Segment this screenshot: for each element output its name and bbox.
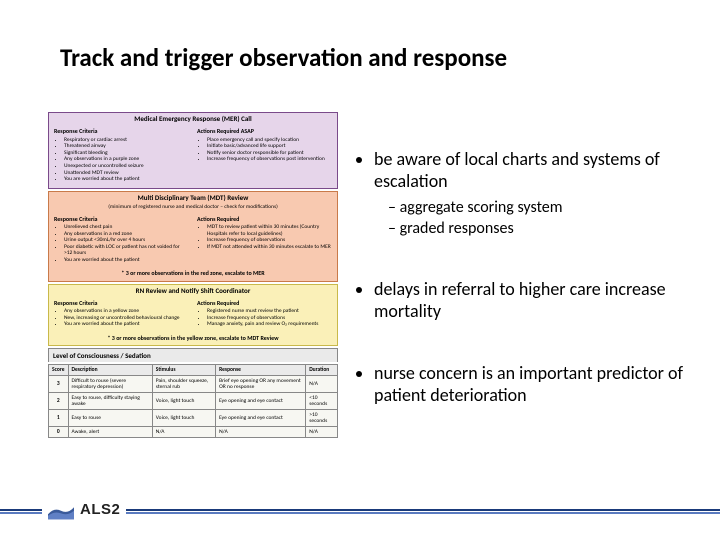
wave-icon [48,498,74,520]
list-item: Any observations in a red zone [64,231,189,238]
table-cell: 0 [49,427,69,438]
list-item: Any observations in a purple zone [64,156,189,163]
mdt-right-title: Actions Required [197,216,332,223]
table-cell: Pain, shoulder squeeze, sternal rub [152,376,215,393]
mer-left-title: Response Criteria [54,128,189,135]
list-item: Significant bleeding [64,150,189,157]
table-cell: 3 [49,376,69,393]
list-item: New, increasing or uncontrolled behaviou… [64,315,189,322]
bullet-text: be aware of local charts and systems of … [374,148,660,192]
list-item: Initiate basic/advanced life support [207,143,332,150]
loc-title: Level of Consciousness / Sedation [48,348,338,362]
rn-card: RN Review and Notify Shift Coordinator R… [48,284,338,347]
list-item: Registered nurse must review the patient [207,308,332,315]
rn-right-title: Actions Required [197,300,332,307]
mdt-header: Multi Disciplinary Team (MDT) Review [49,192,337,204]
bullet-panel: be aware of local charts and systems of … [352,148,690,446]
list-item: Increase frequency of observations [207,315,332,322]
col-header: Duration [306,365,338,376]
table-cell: N/A [306,427,338,438]
escalation-chart-panel: Medical Emergency Response (MER) Call Re… [48,112,338,438]
rn-footnote: * 3 or more observations in the yellow z… [49,333,337,345]
mdt-footnote: * 3 or more observations in the red zone… [49,268,337,280]
table-cell: N/A [306,376,338,393]
list-item: If MDT not attended within 30 minutes es… [207,244,332,251]
table-cell: Voice, light touch [152,393,215,410]
bullet-3: nurse concern is an important predictor … [374,362,690,406]
col-header: Description [68,365,152,376]
list-item: Increase frequency of observations [207,237,332,244]
mdt-right-list: MDT to review patient within 30 minutes … [197,224,332,250]
rn-right-list: Registered nurse must review the patient… [197,308,332,328]
mdt-left-list: Unrelieved chest pain Any observations i… [54,224,189,264]
list-item: Unexpected or uncontrolled seizure [64,163,189,170]
sub-bullet: aggregate scoring system [388,198,690,217]
bullet-1: be aware of local charts and systems of … [374,148,690,238]
list-item: Unrelieved chest pain [64,224,189,231]
list-item: You are worried about the patient [64,321,189,328]
list-item: You are worried about the patient [64,257,189,264]
rn-header: RN Review and Notify Shift Coordinator [49,285,337,297]
table-cell: Eye opening and eye contact [216,410,306,427]
table-cell: Difficult to rouse (severe respiratory d… [68,376,152,393]
loc-table: Score Description Stimulus Response Dura… [48,364,338,438]
mer-card: Medical Emergency Response (MER) Call Re… [48,112,338,189]
col-header: Stimulus [152,365,215,376]
sub-bullet: graded responses [388,219,690,238]
list-item: Threatened airway [64,143,189,150]
list-item: Unattended MDT review [64,170,189,177]
table-cell: <10 seconds [306,393,338,410]
table-cell: 2 [49,393,69,410]
table-cell: Easy to rouse [68,410,152,427]
table-cell: 1 [49,410,69,427]
slide-title: Track and trigger observation and respon… [60,42,680,73]
table-cell: N/A [216,427,306,438]
table-cell: Eye opening and eye contact [216,393,306,410]
bullet-2: delays in referral to higher care increa… [374,278,690,322]
list-item: MDT to review patient within 30 minutes … [207,224,332,237]
mdt-left-title: Response Criteria [54,216,189,223]
col-header: Response [216,365,306,376]
list-item: Respiratory or cardiac arrest [64,137,189,144]
list-item: Manage anxiety, pain and review O₂ requi… [207,321,332,328]
footer: ALS2 [0,496,720,524]
table-cell: Awake, alert [68,427,152,438]
table-cell: Voice, light touch [152,410,215,427]
table-cell: Easy to rouse, difficulty staying awake [68,393,152,410]
rn-left-title: Response Criteria [54,300,189,307]
list-item: Increase frequency of observations post … [207,156,332,163]
mer-right-title: Actions Required ASAP [197,128,332,135]
list-item: Notify senior doctor responsible for pat… [207,150,332,157]
list-item: Place emergency call and specify locatio… [207,137,332,144]
table-cell: N/A [152,427,215,438]
list-item: Urine output <30mL/hr over 4 hours [64,237,189,244]
mer-right-list: Place emergency call and specify locatio… [197,137,332,163]
mer-header: Medical Emergency Response (MER) Call [49,113,337,125]
mdt-card: Multi Disciplinary Team (MDT) Review (mi… [48,191,338,282]
list-item: Poor diabetic with LOC or patient has no… [64,244,189,257]
table-cell: Brief eye opening OR any movement OR no … [216,376,306,393]
mer-left-list: Respiratory or cardiac arrest Threatened… [54,137,189,183]
als2-logo: ALS2 [42,498,126,520]
list-item: You are worried about the patient [64,176,189,183]
table-cell: >10 seconds [306,410,338,427]
rn-left-list: Any observations in a yellow zone New, i… [54,308,189,328]
logo-text: ALS2 [80,501,120,518]
mdt-subnote: (minimum of registered nurse and medical… [49,204,337,213]
list-item: Any observations in a yellow zone [64,308,189,315]
col-header: Score [49,365,69,376]
